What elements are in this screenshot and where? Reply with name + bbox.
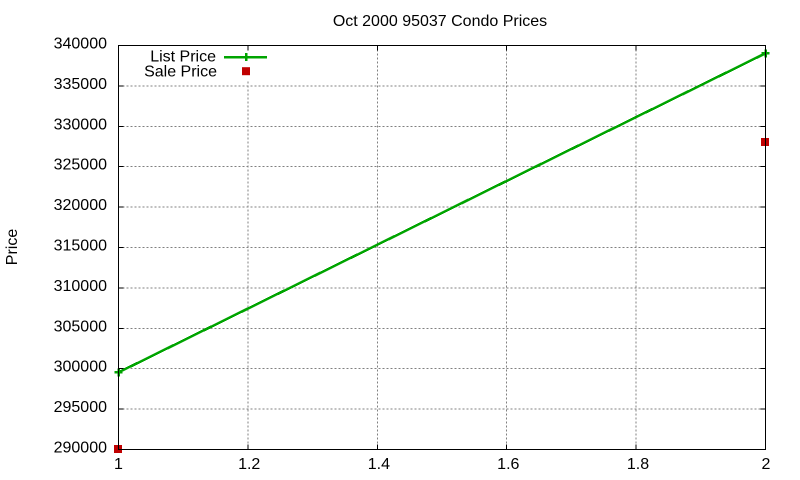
svg-text:Oct 2000 95037 Condo Prices: Oct 2000 95037 Condo Prices	[333, 13, 547, 30]
svg-text:305000: 305000	[54, 318, 107, 335]
svg-text:Price: Price	[4, 229, 21, 266]
svg-text:List Price: List Price	[150, 49, 216, 66]
svg-text:1.4: 1.4	[368, 456, 390, 473]
svg-text:1.8: 1.8	[627, 456, 649, 473]
svg-text:315000: 315000	[54, 238, 107, 255]
svg-text:295000: 295000	[54, 399, 107, 416]
svg-text:Sale Price: Sale Price	[144, 64, 217, 81]
svg-text:290000: 290000	[54, 440, 107, 457]
svg-text:1: 1	[114, 456, 123, 473]
svg-text:310000: 310000	[54, 278, 107, 295]
svg-text:1.2: 1.2	[238, 456, 260, 473]
svg-text:330000: 330000	[54, 116, 107, 133]
svg-text:335000: 335000	[54, 76, 107, 93]
svg-text:2: 2	[762, 456, 771, 473]
svg-text:320000: 320000	[54, 197, 107, 214]
svg-text:340000: 340000	[54, 36, 107, 53]
svg-text:300000: 300000	[54, 359, 107, 376]
svg-text:1.6: 1.6	[497, 456, 519, 473]
svg-text:325000: 325000	[54, 157, 107, 174]
